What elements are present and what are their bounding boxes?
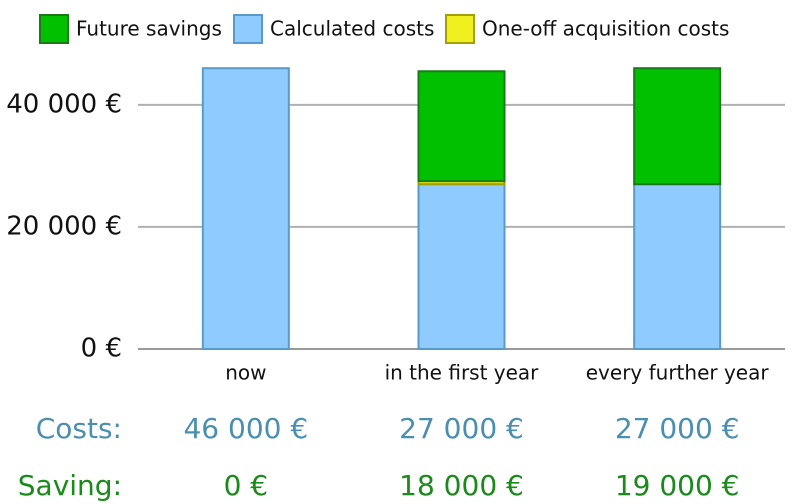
summary-cell: 0 €	[224, 469, 269, 502]
x-tick-label: every further year	[586, 361, 770, 385]
legend-label: One-off acquisition costs	[482, 17, 729, 41]
legend-swatch	[233, 14, 263, 44]
bar-segment	[633, 67, 722, 186]
legend-swatch	[39, 14, 69, 44]
legend-label: Calculated costs	[270, 17, 434, 41]
summary-cell: 27 000 €	[615, 412, 740, 445]
summary-cell: 27 000 €	[399, 412, 524, 445]
legend-swatch	[445, 14, 475, 44]
bar-segment	[201, 67, 290, 350]
x-tick-label: in the first year	[385, 361, 540, 385]
summary-row-label: Costs:	[36, 412, 122, 445]
summary-cell: 46 000 €	[183, 412, 308, 445]
summary-row-label: Saving:	[18, 469, 122, 502]
summary-cell: 19 000 €	[615, 469, 740, 502]
y-tick-label: 40 000 €	[6, 89, 122, 119]
legend-label: Future savings	[76, 17, 222, 41]
y-tick-label: 0 €	[81, 334, 122, 364]
bar-segment	[417, 183, 506, 350]
bar-segment	[417, 70, 506, 183]
bar-segment	[633, 183, 722, 350]
summary-cell: 18 000 €	[399, 469, 524, 502]
x-tick-label: now	[225, 361, 266, 385]
y-tick-label: 20 000 €	[6, 211, 122, 241]
